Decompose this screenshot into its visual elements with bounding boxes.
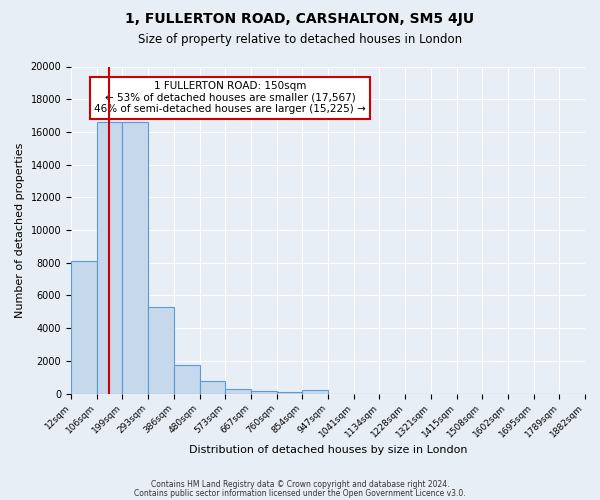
Bar <box>148 307 174 394</box>
Bar <box>200 382 225 394</box>
Y-axis label: Number of detached properties: Number of detached properties <box>15 142 25 318</box>
Text: Size of property relative to detached houses in London: Size of property relative to detached ho… <box>138 32 462 46</box>
Text: Contains HM Land Registry data © Crown copyright and database right 2024.: Contains HM Land Registry data © Crown c… <box>151 480 449 489</box>
Text: 1, FULLERTON ROAD, CARSHALTON, SM5 4JU: 1, FULLERTON ROAD, CARSHALTON, SM5 4JU <box>125 12 475 26</box>
Bar <box>225 389 251 394</box>
Bar <box>97 122 122 394</box>
Bar <box>71 261 97 394</box>
Bar <box>251 391 277 394</box>
Bar <box>174 365 200 394</box>
Bar <box>277 392 302 394</box>
Text: 1 FULLERTON ROAD: 150sqm
← 53% of detached houses are smaller (17,567)
46% of se: 1 FULLERTON ROAD: 150sqm ← 53% of detach… <box>94 81 366 114</box>
Bar <box>122 122 148 394</box>
Bar <box>302 390 328 394</box>
Text: Contains public sector information licensed under the Open Government Licence v3: Contains public sector information licen… <box>134 488 466 498</box>
X-axis label: Distribution of detached houses by size in London: Distribution of detached houses by size … <box>189 445 467 455</box>
